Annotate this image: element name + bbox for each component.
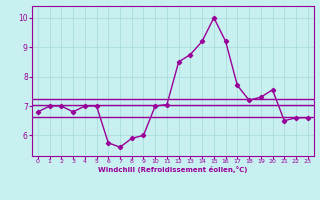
- X-axis label: Windchill (Refroidissement éolien,°C): Windchill (Refroidissement éolien,°C): [98, 166, 247, 173]
